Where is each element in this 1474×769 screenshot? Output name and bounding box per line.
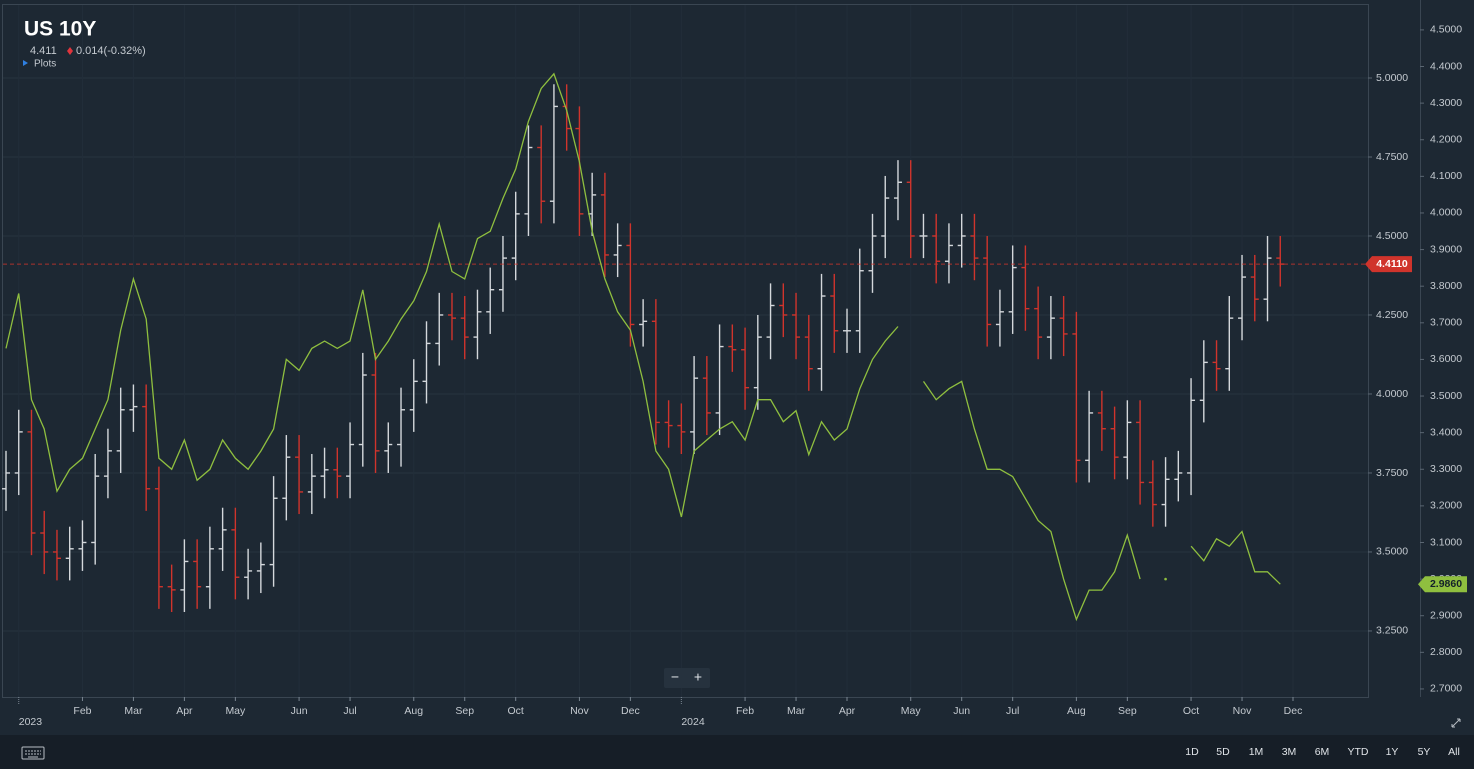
plots-toggle-icon[interactable]	[23, 60, 28, 66]
x-tick-label: Jul	[343, 705, 356, 717]
x-tick-label: Mar	[124, 705, 143, 717]
last-value-label-tag	[1418, 576, 1467, 593]
y-tick-label: 3.7500	[1376, 467, 1408, 479]
x-tick-label: Apr	[176, 705, 193, 717]
y-tick-label: 4.7500	[1376, 151, 1408, 163]
marks	[2, 72, 1368, 622]
y2-tick-label: 3.5000	[1430, 390, 1462, 402]
y2-tick-label: 4.2000	[1430, 134, 1462, 146]
zoom-out[interactable]: −	[671, 669, 679, 685]
x-tick-label: Jun	[953, 705, 970, 717]
x-tick-label: Aug	[1067, 705, 1086, 717]
y-tick-label: 4.5000	[1376, 230, 1408, 242]
x-tick-label: Dec	[1284, 705, 1303, 717]
line	[922, 380, 1141, 622]
range-button[interactable]: YTD	[1348, 746, 1369, 758]
zoom-in[interactable]: +	[694, 669, 702, 685]
expand-icon[interactable]	[1451, 718, 1461, 728]
last-value-label: 2.9860	[1430, 578, 1462, 590]
x-tick-label: Jun	[291, 705, 308, 717]
line	[1190, 530, 1281, 585]
last-price: 4.411	[30, 45, 57, 57]
x-tick-label: May	[225, 705, 246, 717]
last-price-label-tag	[1365, 256, 1412, 273]
y2-tick-label: 4.4000	[1430, 60, 1462, 72]
y2-tick-label: 4.0000	[1430, 207, 1462, 219]
y2-tick-label: 2.8000	[1430, 646, 1462, 658]
y2-tick-label: 3.2000	[1430, 500, 1462, 512]
change-icon	[67, 47, 73, 55]
x-tick-label: Apr	[839, 705, 856, 717]
keyboard-icon[interactable]	[21, 746, 45, 760]
zoom-panel	[664, 668, 710, 688]
toolbar	[0, 735, 1474, 769]
y2-tick-label: 2.7000	[1430, 683, 1462, 695]
x-tick-label: Feb	[736, 705, 754, 717]
y-tick-label: 4.0000	[1376, 388, 1408, 400]
y-tick-label: 5.0000	[1376, 72, 1408, 84]
range-button[interactable]: 3M	[1282, 746, 1297, 758]
range-button[interactable]: 5D	[1216, 746, 1230, 758]
x-tick-label: Nov	[570, 705, 589, 717]
line-point	[1164, 577, 1167, 581]
range-button[interactable]: 1M	[1249, 746, 1264, 758]
chart-background	[0, 0, 1474, 735]
range-button[interactable]: 5Y	[1418, 746, 1431, 758]
last-price-label: 4.4110	[1376, 258, 1408, 270]
x-tick-label: Nov	[1233, 705, 1252, 717]
x-tick-label: May	[901, 705, 922, 717]
x-tick-label: Dec	[621, 705, 640, 717]
x-tick-label: Aug	[404, 705, 423, 717]
y2-tick-label: 4.3000	[1430, 97, 1462, 109]
range-button[interactable]: 1Y	[1386, 746, 1399, 758]
labels: 5.0000 4.7500 4.5000 4.2500 4.0000 3.7500 3.50…	[19, 24, 1467, 758]
y2-tick-label: 3.4000	[1430, 426, 1462, 438]
range-button[interactable]: 6M	[1315, 746, 1330, 758]
y2-tick-label: 3.7000	[1430, 317, 1462, 329]
x-tick-label: Sep	[455, 705, 474, 717]
y2-tick-label: 3.9000	[1430, 243, 1462, 255]
x-tick-label: 2023	[19, 716, 43, 728]
y-tick-label: 3.2500	[1376, 625, 1408, 637]
x-tick-label: 2024	[681, 716, 705, 728]
chart-title: US 10Y	[24, 18, 96, 41]
y2-tick-label: 3.8000	[1430, 280, 1462, 292]
plots-toggle[interactable]: Plots	[34, 59, 56, 70]
y2-tick-label: 3.3000	[1430, 463, 1462, 475]
x-tick-label: Oct	[508, 705, 524, 717]
y2-tick-label: 4.1000	[1430, 170, 1462, 182]
x-tick-label: Sep	[1118, 705, 1137, 717]
change: 0.014(-0.32%)	[76, 45, 146, 57]
y2-tick-label: 4.5000	[1430, 24, 1462, 36]
range-button[interactable]: 1D	[1185, 746, 1199, 758]
y2-tick-label: 2.9000	[1430, 609, 1462, 621]
plot-frame	[2, 4, 1369, 698]
y2-tick-label: 3.1000	[1430, 536, 1462, 548]
x-tick-label: Jul	[1006, 705, 1019, 717]
x-tick-label: Oct	[1183, 705, 1199, 717]
y2-tick-label: 3.6000	[1430, 353, 1462, 365]
y-tick-label: 4.2500	[1376, 309, 1408, 321]
x-tick-label: Feb	[73, 705, 91, 717]
range-button[interactable]: All	[1448, 746, 1460, 758]
line	[5, 72, 899, 518]
y-tick-label: 3.5000	[1376, 546, 1408, 558]
x-tick-label: Mar	[787, 705, 806, 717]
